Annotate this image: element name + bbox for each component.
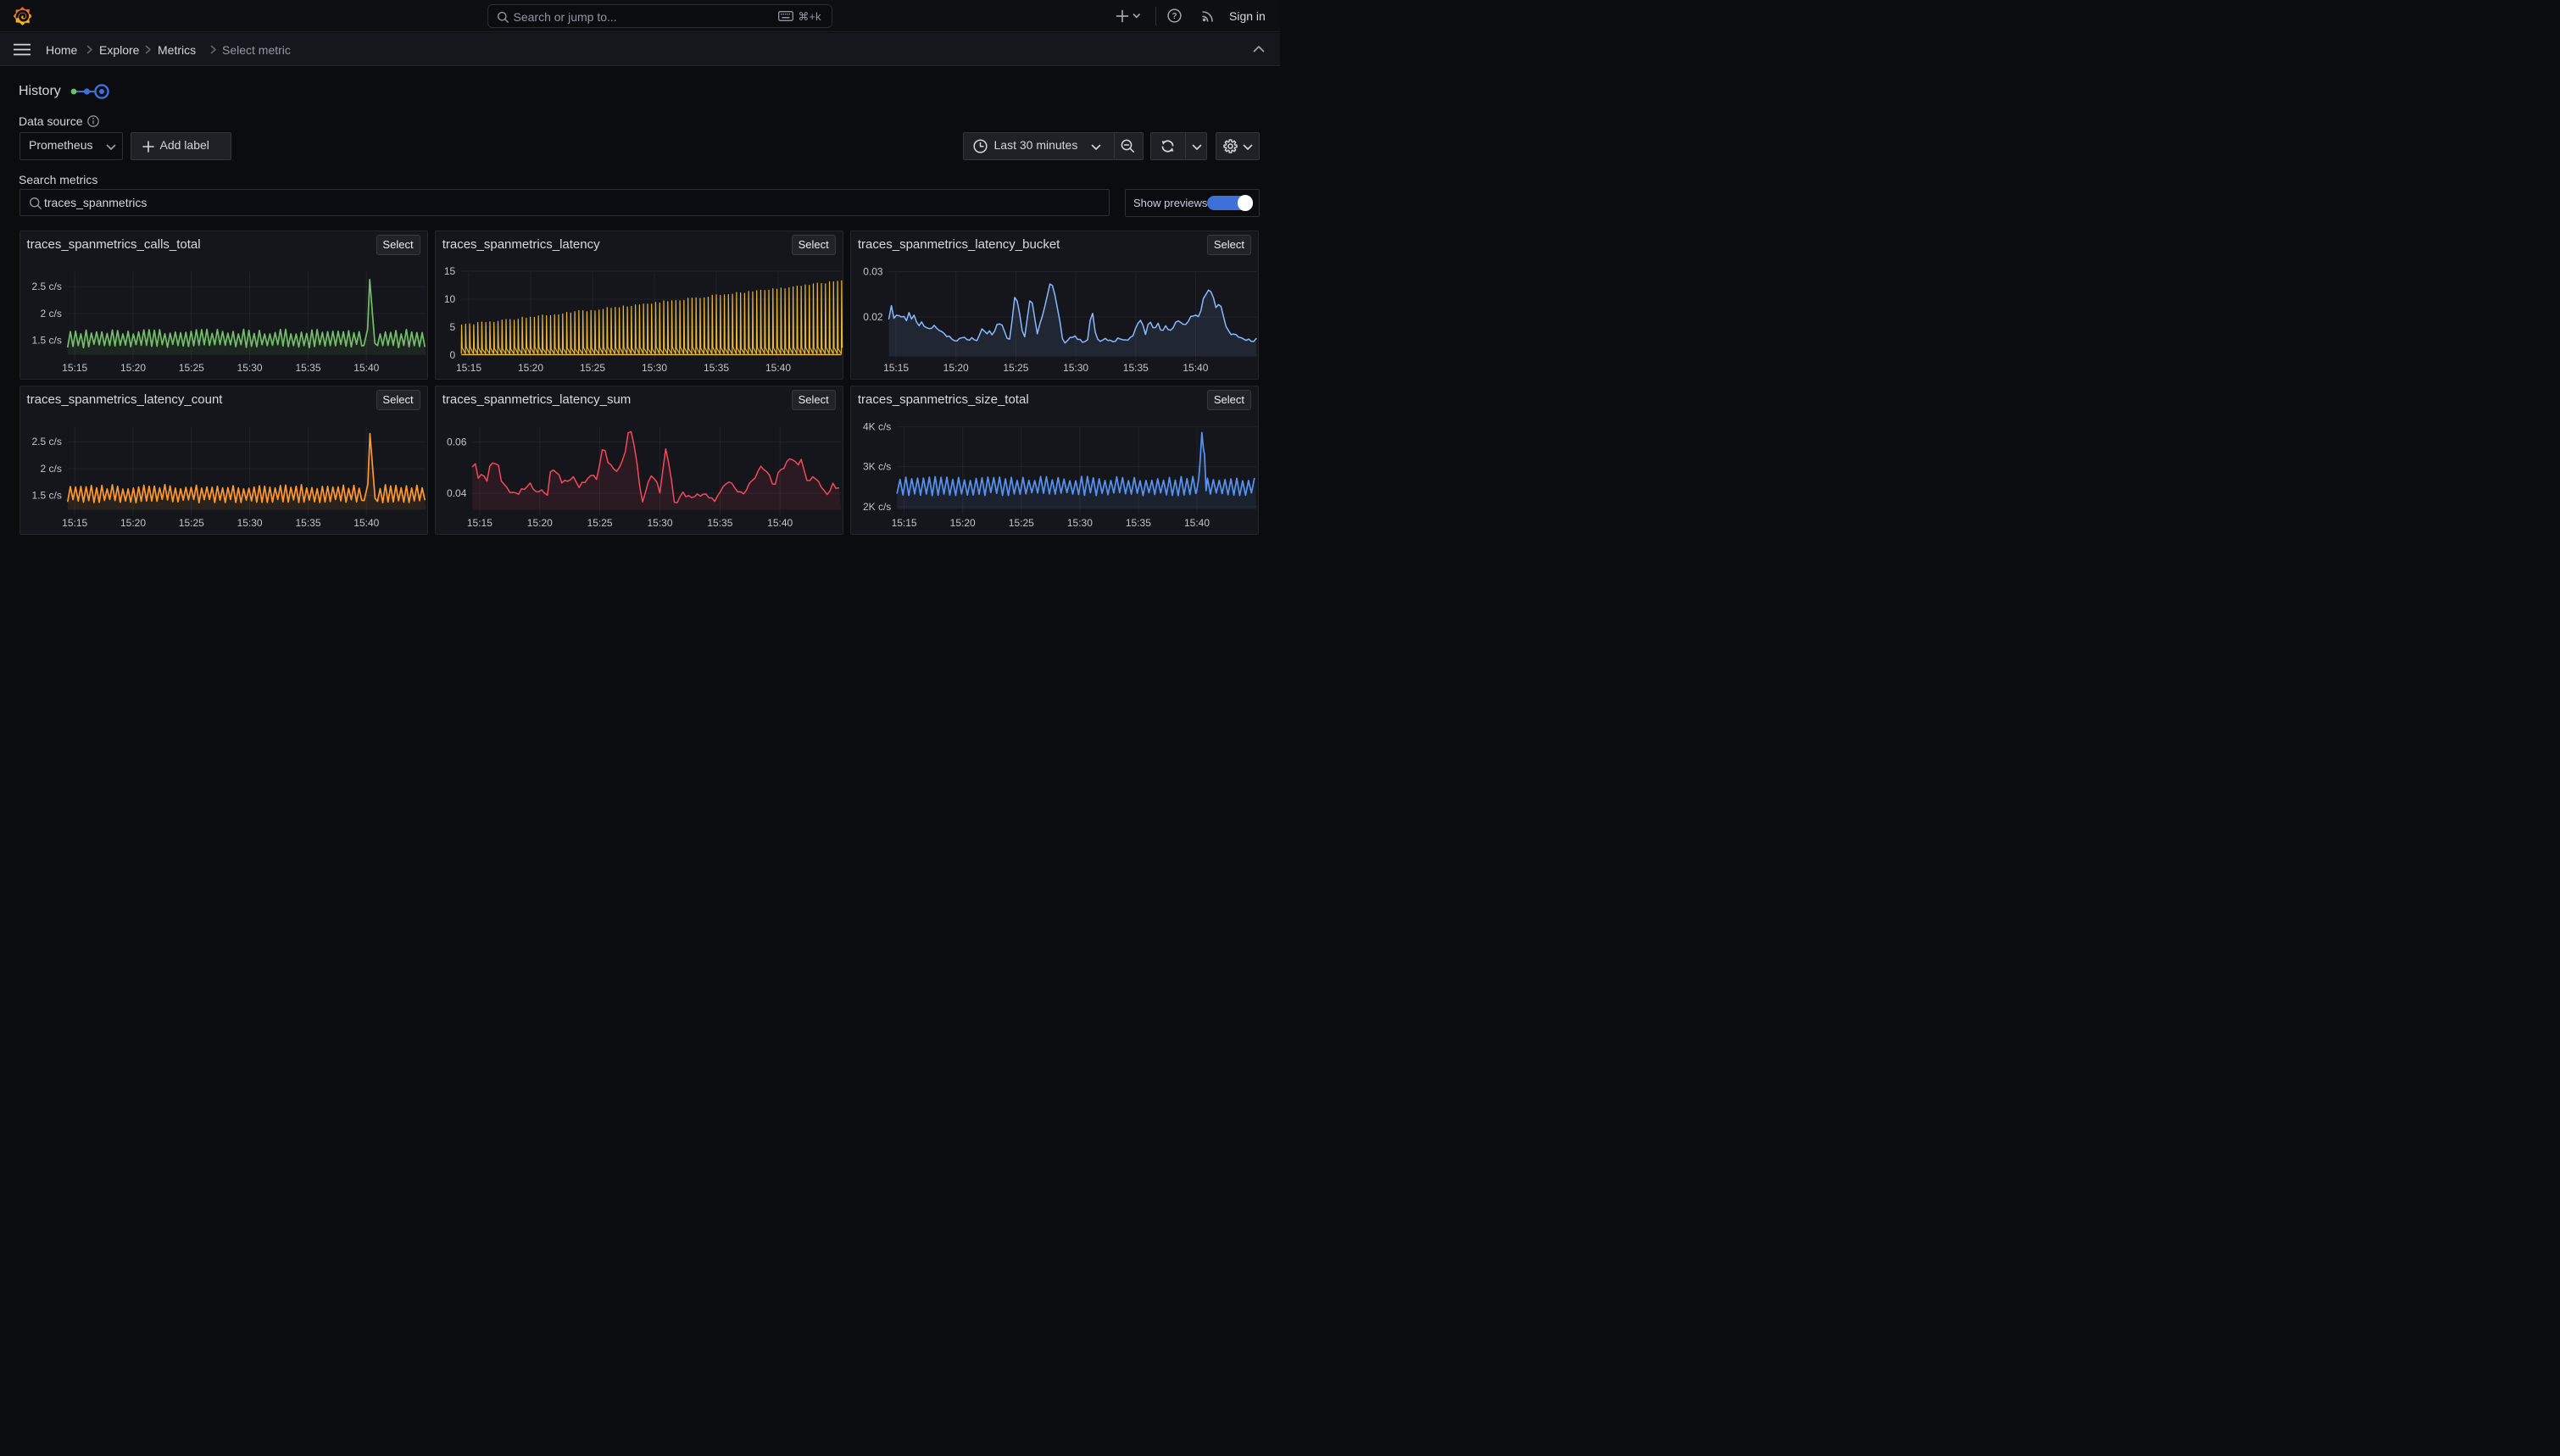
svg-text:3K c/s: 3K c/s xyxy=(863,460,891,472)
svg-text:2.5 c/s: 2.5 c/s xyxy=(31,281,61,292)
svg-text:15:35: 15:35 xyxy=(295,517,320,529)
svg-text:15:25: 15:25 xyxy=(587,517,612,529)
svg-text:15:25: 15:25 xyxy=(1009,517,1034,529)
svg-text:15:35: 15:35 xyxy=(704,362,729,374)
svg-text:15:30: 15:30 xyxy=(237,362,262,374)
svg-text:15:40: 15:40 xyxy=(767,517,793,529)
svg-text:15:35: 15:35 xyxy=(1123,362,1149,374)
svg-text:4K c/s: 4K c/s xyxy=(863,420,891,432)
svg-text:2 c/s: 2 c/s xyxy=(40,463,61,475)
svg-text:15:20: 15:20 xyxy=(943,362,969,374)
svg-text:15:40: 15:40 xyxy=(353,362,379,374)
svg-text:15:35: 15:35 xyxy=(295,362,320,374)
svg-text:0: 0 xyxy=(449,349,455,361)
svg-text:15:40: 15:40 xyxy=(1184,517,1210,529)
svg-text:15:15: 15:15 xyxy=(62,517,87,529)
svg-text:1.5 c/s: 1.5 c/s xyxy=(31,489,61,501)
svg-text:15:40: 15:40 xyxy=(353,517,379,529)
svg-text:15:20: 15:20 xyxy=(518,362,543,374)
svg-text:15:25: 15:25 xyxy=(580,362,605,374)
svg-text:2 c/s: 2 c/s xyxy=(40,308,61,320)
svg-text:15:25: 15:25 xyxy=(178,517,203,529)
svg-text:0.02: 0.02 xyxy=(863,311,883,323)
svg-text:0.06: 0.06 xyxy=(447,436,467,447)
svg-text:0.03: 0.03 xyxy=(863,265,883,277)
svg-text:15:30: 15:30 xyxy=(1067,517,1093,529)
svg-text:15:15: 15:15 xyxy=(891,517,916,529)
svg-text:15:30: 15:30 xyxy=(237,517,262,529)
svg-text:5: 5 xyxy=(449,321,455,333)
svg-text:?: ? xyxy=(1171,12,1177,21)
svg-text:15:30: 15:30 xyxy=(647,517,672,529)
svg-text:15:15: 15:15 xyxy=(456,362,481,374)
svg-text:15:30: 15:30 xyxy=(1063,362,1088,374)
svg-text:15:20: 15:20 xyxy=(120,362,145,374)
svg-text:15:25: 15:25 xyxy=(178,362,203,374)
svg-text:15:20: 15:20 xyxy=(120,517,145,529)
svg-text:0.04: 0.04 xyxy=(447,487,467,499)
svg-text:15:40: 15:40 xyxy=(765,362,791,374)
svg-text:15:35: 15:35 xyxy=(1126,517,1151,529)
svg-text:10: 10 xyxy=(444,293,456,305)
svg-text:15:15: 15:15 xyxy=(883,362,909,374)
svg-text:15:20: 15:20 xyxy=(526,517,552,529)
svg-text:15: 15 xyxy=(444,265,456,277)
svg-text:2.5 c/s: 2.5 c/s xyxy=(31,436,61,447)
svg-text:2K c/s: 2K c/s xyxy=(863,500,891,512)
svg-text:1.5 c/s: 1.5 c/s xyxy=(31,334,61,346)
svg-text:15:20: 15:20 xyxy=(950,517,976,529)
svg-text:15:15: 15:15 xyxy=(467,517,493,529)
svg-text:15:35: 15:35 xyxy=(707,517,732,529)
svg-text:15:15: 15:15 xyxy=(62,362,87,374)
svg-text:15:40: 15:40 xyxy=(1183,362,1208,374)
svg-text:15:25: 15:25 xyxy=(1003,362,1028,374)
svg-text:15:30: 15:30 xyxy=(642,362,667,374)
